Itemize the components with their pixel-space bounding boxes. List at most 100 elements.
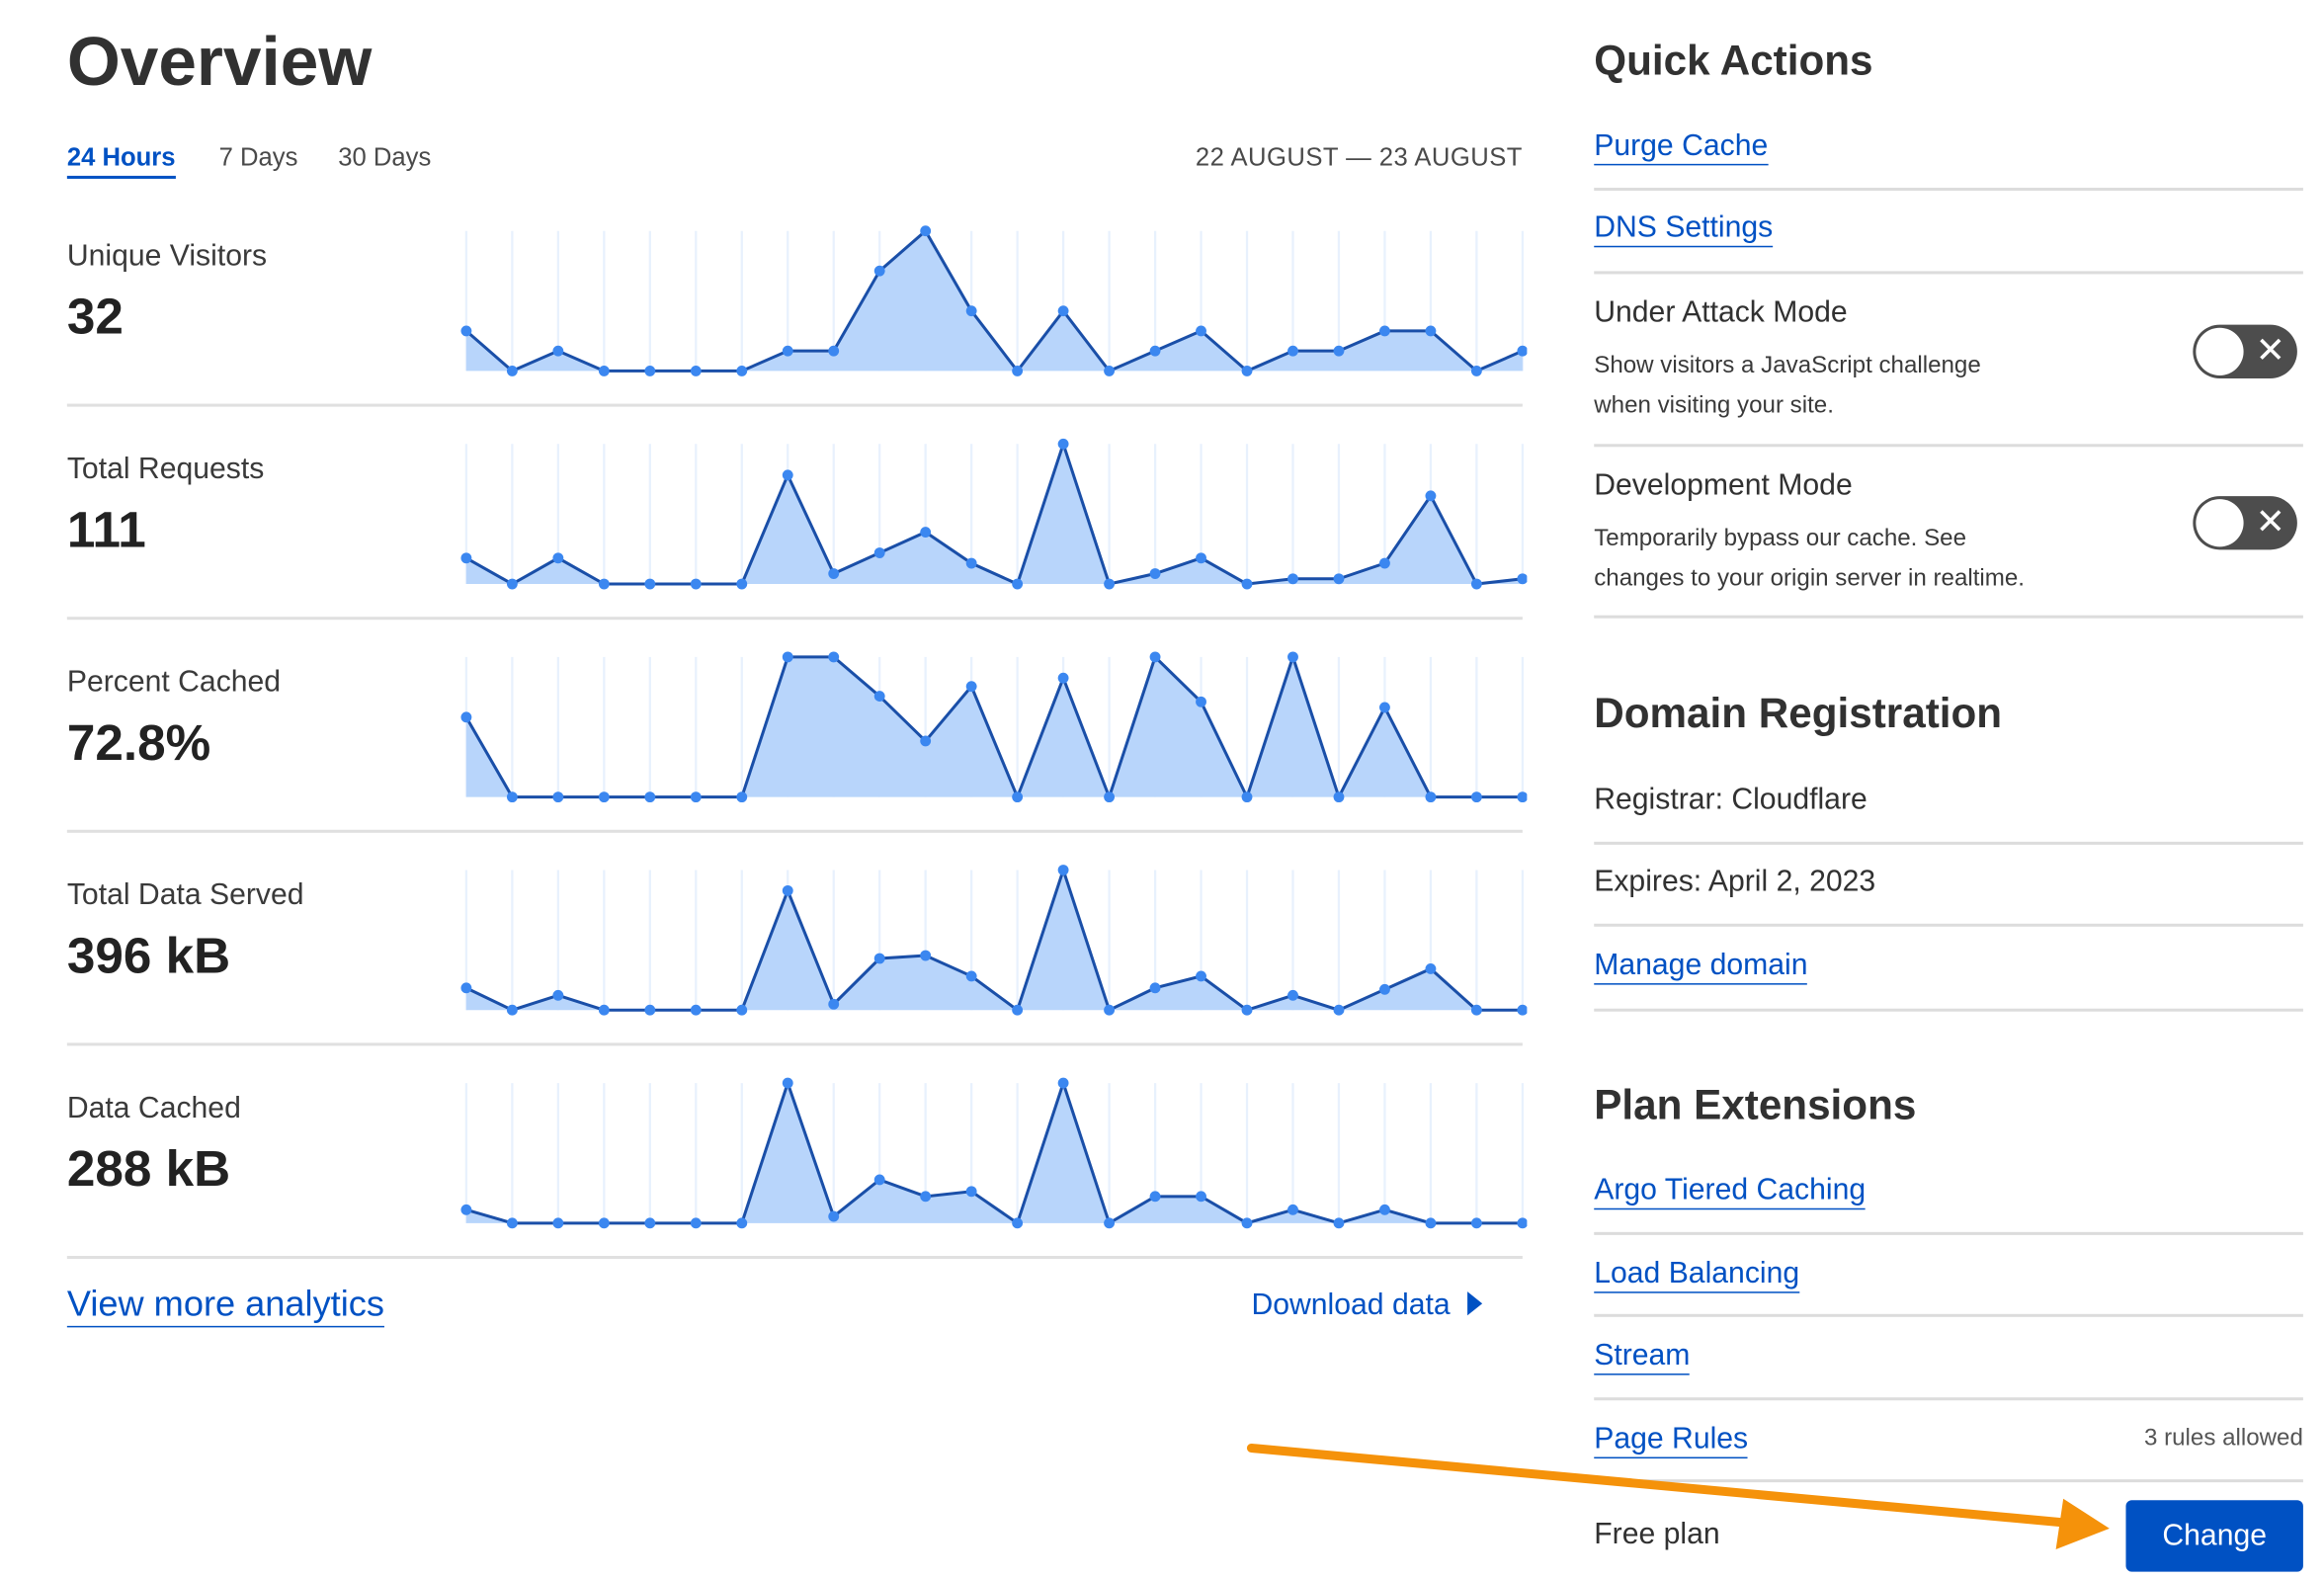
data-point[interactable]: [506, 1217, 518, 1229]
data-point[interactable]: [965, 681, 977, 693]
under-attack-toggle[interactable]: ✕: [2193, 324, 2297, 378]
load-balancing-link[interactable]: Load Balancing: [1594, 1257, 1800, 1293]
data-point[interactable]: [1333, 573, 1345, 585]
data-point[interactable]: [460, 552, 472, 564]
data-point[interactable]: [1333, 345, 1345, 357]
data-point[interactable]: [873, 547, 885, 558]
data-point[interactable]: [1012, 1217, 1024, 1229]
data-point[interactable]: [782, 651, 793, 663]
data-point[interactable]: [920, 735, 932, 747]
data-point[interactable]: [644, 1004, 656, 1016]
data-point[interactable]: [782, 1077, 793, 1089]
data-point[interactable]: [965, 1186, 977, 1198]
data-point[interactable]: [920, 950, 932, 961]
data-point[interactable]: [690, 1217, 702, 1229]
data-point[interactable]: [1149, 568, 1161, 579]
data-point[interactable]: [920, 527, 932, 538]
data-point[interactable]: [460, 325, 472, 337]
data-point[interactable]: [506, 791, 518, 803]
data-point[interactable]: [828, 345, 840, 357]
data-point[interactable]: [598, 1004, 610, 1016]
data-point[interactable]: [736, 1004, 748, 1016]
data-point[interactable]: [1149, 345, 1161, 357]
data-point[interactable]: [1470, 791, 1482, 803]
data-point[interactable]: [1425, 1217, 1437, 1229]
data-point[interactable]: [1057, 305, 1069, 317]
data-point[interactable]: [1196, 325, 1206, 337]
data-point[interactable]: [1379, 702, 1390, 713]
data-point[interactable]: [552, 345, 564, 357]
data-point[interactable]: [1241, 578, 1253, 590]
download-data-link[interactable]: Download data: [1251, 1288, 1483, 1323]
data-point[interactable]: [736, 791, 748, 803]
data-point[interactable]: [644, 791, 656, 803]
data-point[interactable]: [873, 265, 885, 277]
view-more-analytics-link[interactable]: View more analytics: [66, 1285, 384, 1328]
data-point[interactable]: [1517, 345, 1528, 357]
data-point[interactable]: [1057, 865, 1069, 875]
data-point[interactable]: [644, 1217, 656, 1229]
data-point[interactable]: [920, 225, 932, 237]
data-point[interactable]: [1470, 578, 1482, 590]
tab-24-hours[interactable]: 24 Hours: [66, 143, 176, 179]
data-point[interactable]: [1333, 1217, 1345, 1229]
data-point[interactable]: [460, 1204, 472, 1215]
data-point[interactable]: [828, 1210, 840, 1222]
data-point[interactable]: [873, 691, 885, 703]
data-point[interactable]: [552, 1217, 564, 1229]
data-point[interactable]: [644, 365, 656, 376]
data-point[interactable]: [1196, 696, 1206, 707]
data-point[interactable]: [1333, 1004, 1345, 1016]
data-point[interactable]: [1379, 557, 1390, 569]
data-point[interactable]: [1425, 791, 1437, 803]
data-point[interactable]: [1057, 1077, 1069, 1089]
data-point[interactable]: [690, 1004, 702, 1016]
tab-7-days[interactable]: 7 Days: [218, 142, 298, 172]
data-point[interactable]: [1104, 578, 1116, 590]
data-point[interactable]: [1379, 1204, 1390, 1215]
data-point[interactable]: [1517, 573, 1528, 585]
data-point[interactable]: [644, 578, 656, 590]
data-point[interactable]: [1012, 365, 1024, 376]
data-point[interactable]: [1470, 1217, 1482, 1229]
data-point[interactable]: [1104, 1004, 1116, 1016]
data-point[interactable]: [690, 578, 702, 590]
data-point[interactable]: [1425, 490, 1437, 502]
data-point[interactable]: [1241, 1217, 1253, 1229]
change-plan-button[interactable]: Change: [2125, 1500, 2303, 1572]
data-point[interactable]: [782, 884, 793, 896]
data-point[interactable]: [1057, 672, 1069, 684]
data-point[interactable]: [506, 365, 518, 376]
data-point[interactable]: [828, 998, 840, 1010]
data-point[interactable]: [552, 791, 564, 803]
manage-domain-link[interactable]: Manage domain: [1594, 949, 1808, 985]
data-point[interactable]: [598, 791, 610, 803]
data-point[interactable]: [920, 1191, 932, 1203]
data-point[interactable]: [598, 365, 610, 376]
data-point[interactable]: [1425, 963, 1437, 974]
dns-settings-link[interactable]: DNS Settings: [1594, 211, 1774, 248]
data-point[interactable]: [736, 578, 748, 590]
data-point[interactable]: [873, 953, 885, 964]
data-point[interactable]: [1517, 791, 1528, 803]
data-point[interactable]: [1333, 791, 1345, 803]
data-point[interactable]: [1287, 345, 1298, 357]
stream-link[interactable]: Stream: [1594, 1339, 1691, 1375]
data-point[interactable]: [1196, 970, 1206, 982]
data-point[interactable]: [1149, 1191, 1161, 1203]
page-rules-link[interactable]: Page Rules: [1594, 1423, 1749, 1459]
data-point[interactable]: [1104, 1217, 1116, 1229]
data-point[interactable]: [1287, 573, 1298, 585]
data-point[interactable]: [598, 578, 610, 590]
data-point[interactable]: [1379, 325, 1390, 337]
data-point[interactable]: [1241, 365, 1253, 376]
data-point[interactable]: [1104, 791, 1116, 803]
data-point[interactable]: [1149, 651, 1161, 663]
data-point[interactable]: [598, 1217, 610, 1229]
data-point[interactable]: [1241, 791, 1253, 803]
data-point[interactable]: [1425, 325, 1437, 337]
data-point[interactable]: [965, 305, 977, 317]
data-point[interactable]: [460, 982, 472, 994]
argo-tiered-caching-link[interactable]: Argo Tiered Caching: [1594, 1174, 1867, 1210]
purge-cache-link[interactable]: Purge Cache: [1594, 129, 1769, 166]
